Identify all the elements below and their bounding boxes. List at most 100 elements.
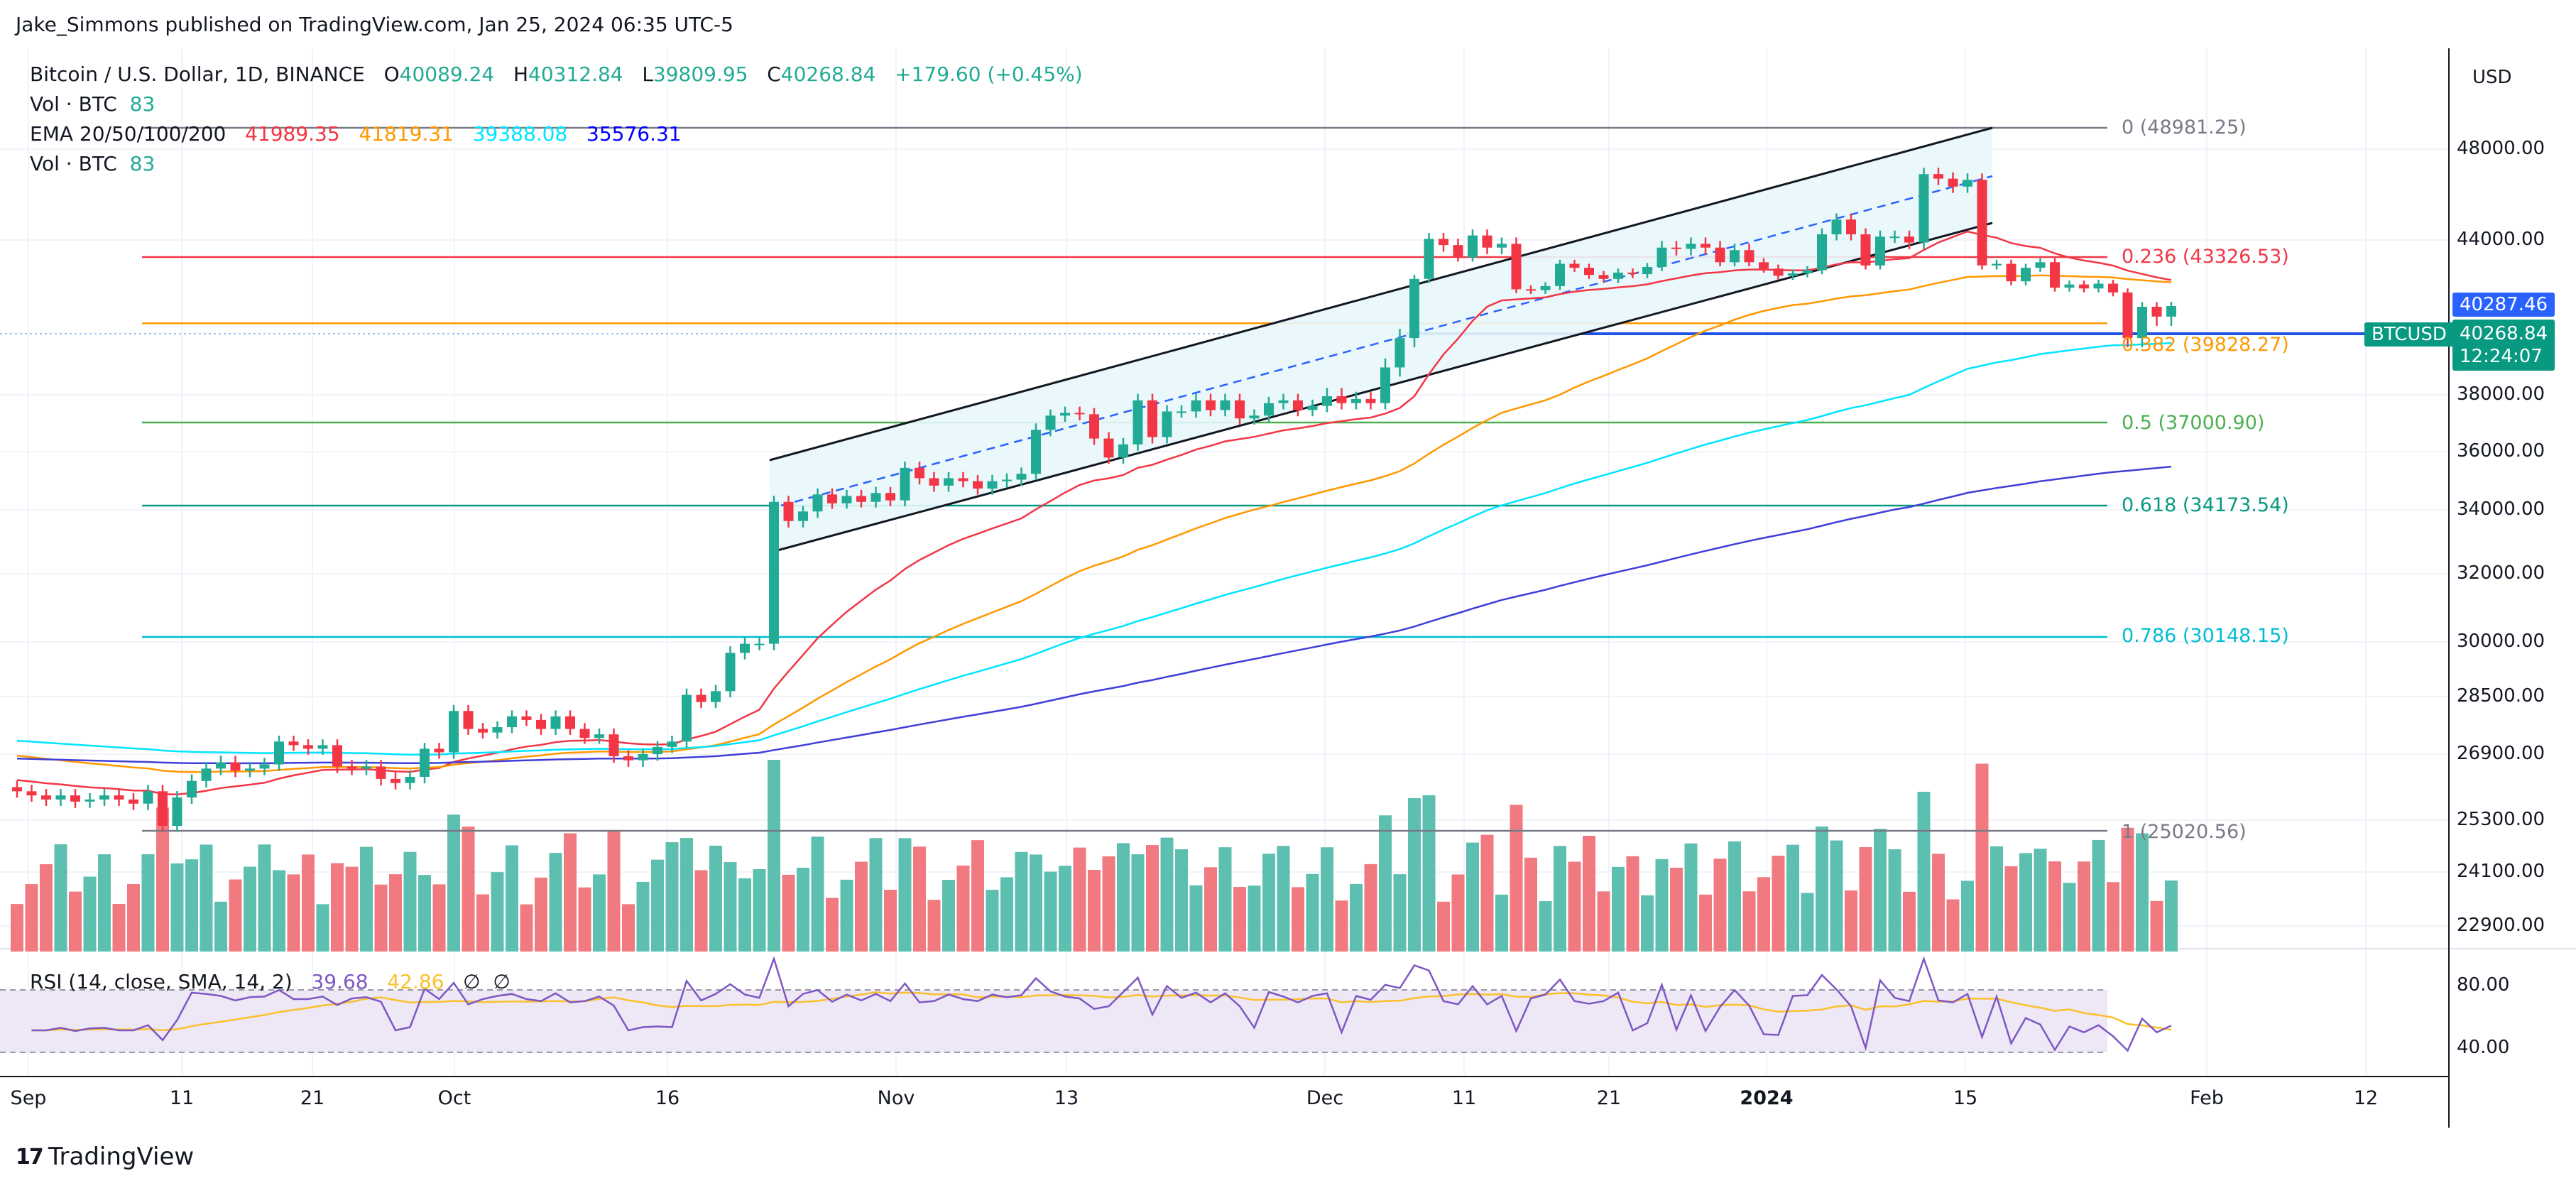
volume-bar: [1015, 851, 1028, 952]
volume-bar: [112, 904, 126, 952]
symbol-tag: BTCUSD: [2364, 322, 2454, 347]
candle-body: [129, 799, 138, 804]
volume-bar: [1175, 849, 1188, 952]
volume-legend[interactable]: Vol · BTC 83: [30, 92, 155, 116]
volume-legend-2[interactable]: Vol · BTC 83: [30, 152, 155, 175]
candle-body: [434, 748, 444, 753]
candle-body: [201, 768, 212, 781]
price-tick-label: 26900.00: [2457, 743, 2545, 764]
volume-bar: [1030, 854, 1042, 952]
candle-body: [754, 643, 765, 645]
volume-bar: [913, 846, 926, 952]
volume-bar: [1684, 843, 1698, 952]
volume-bar: [1131, 854, 1145, 952]
candle-body: [944, 478, 954, 486]
volume-bar: [40, 864, 53, 952]
channel-upper: [769, 126, 1993, 462]
volume-bar: [1088, 869, 1101, 952]
candle-body: [332, 745, 342, 767]
volume-bar: [316, 904, 329, 952]
hide-icon[interactable]: ∅: [463, 970, 481, 993]
volume-bar: [170, 863, 184, 952]
time-tick-label: 15: [1953, 1087, 1978, 1109]
volume-bar: [1742, 891, 1756, 952]
volume-bar: [898, 838, 912, 952]
candle-body: [346, 766, 357, 769]
volume-bar: [622, 904, 635, 952]
candle-body: [2137, 307, 2147, 339]
currency-label[interactable]: USD: [2472, 67, 2512, 88]
candle-body: [521, 716, 532, 720]
candle-body: [1453, 245, 1463, 258]
volume-bar: [840, 879, 853, 952]
volume-bar: [694, 870, 708, 952]
candle-body: [2108, 283, 2118, 293]
candle-body: [812, 494, 823, 512]
candle-body: [2151, 307, 2162, 317]
fib-label-0: 0 (48981.25): [2122, 116, 2247, 138]
tradingview-brand: 17 TradingView: [16, 1143, 195, 1171]
volume-bar: [1990, 846, 2003, 952]
volume-bar: [1757, 877, 1770, 952]
close-value: 40268.84: [780, 62, 876, 86]
candle-body: [973, 481, 983, 489]
volume-bar: [2121, 827, 2134, 952]
candle-body: [1206, 400, 1216, 410]
price-axis[interactable]: [2448, 48, 2576, 1128]
candle-body: [740, 643, 750, 653]
volume-bar: [535, 877, 547, 952]
volume-bar: [432, 884, 446, 952]
candle-body: [317, 745, 328, 749]
volume-bar: [1626, 856, 1639, 952]
candle-body: [391, 778, 400, 783]
fibonacci-retracement: [0, 126, 2448, 832]
volume-bar: [1612, 866, 1625, 952]
volume-bar: [185, 859, 198, 952]
candle-body: [1686, 244, 1696, 249]
candle-body: [449, 711, 459, 753]
candle-body: [958, 478, 968, 481]
fib-label-0382: 0.382 (39828.27): [2122, 334, 2289, 356]
volume-bar: [855, 861, 868, 952]
candle-body: [1569, 263, 1580, 268]
candle-body: [2093, 283, 2104, 289]
hide-icon[interactable]: ∅: [493, 970, 511, 993]
volume-bar: [25, 884, 38, 952]
volume-bars: [11, 760, 2178, 952]
volume-bar: [709, 845, 722, 952]
rsi-line: [31, 956, 2172, 1052]
volume-bar: [2150, 900, 2163, 952]
volume-bar: [1816, 826, 1828, 952]
symbol-name: Bitcoin / U.S. Dollar, 1D, BINANCE: [30, 62, 365, 86]
candle-body: [158, 791, 168, 827]
volume-bar: [549, 853, 562, 952]
symbol-legend[interactable]: Bitcoin / U.S. Dollar, 1D, BINANCE O4008…: [30, 62, 1083, 86]
high-value: 40312.84: [528, 62, 623, 86]
volume-bar: [782, 874, 795, 952]
candle-body: [2079, 284, 2089, 289]
candle-body: [1045, 415, 1056, 430]
volume-bar: [927, 900, 941, 952]
candle-body: [696, 694, 706, 702]
candle-body: [1264, 403, 1274, 416]
volume-bar: [1277, 846, 1290, 952]
candle-body: [1220, 400, 1230, 410]
volume-bar: [1670, 867, 1683, 952]
volume-bar: [2078, 861, 2090, 952]
candle-body: [420, 748, 430, 777]
volume-bar: [1888, 849, 1901, 952]
candle-body: [1133, 400, 1143, 445]
candle-body: [638, 754, 648, 761]
volume-bar: [869, 838, 883, 952]
publisher-line: Jake_Simmons published on TradingView.co…: [16, 13, 733, 36]
volume-bar: [1248, 885, 1261, 952]
volume-bar: [1830, 840, 1843, 952]
candlesticks: [12, 168, 2176, 832]
volume-bar: [1946, 899, 1960, 952]
volume-bar: [54, 844, 67, 952]
rsi-legend[interactable]: RSI (14, close, SMA, 14, 2) 39.68 42.86 …: [30, 970, 511, 993]
volume-bar: [1917, 791, 1931, 952]
ema-legend[interactable]: EMA 20/50/100/200 41989.35 41819.31 3938…: [30, 122, 682, 146]
tradingview-logo-icon: 17: [16, 1144, 44, 1170]
